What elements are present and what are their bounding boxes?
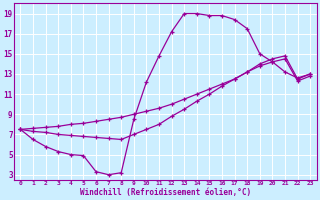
- X-axis label: Windchill (Refroidissement éolien,°C): Windchill (Refroidissement éolien,°C): [80, 188, 251, 197]
